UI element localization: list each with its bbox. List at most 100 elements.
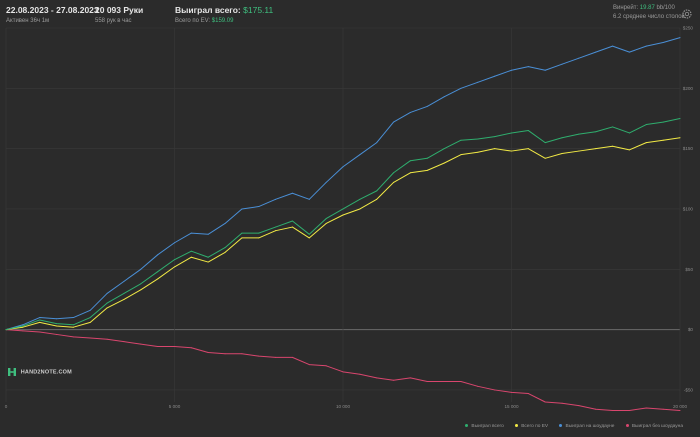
- x-tick-label: 5 000: [169, 404, 181, 409]
- series-non-showdown-point: [325, 365, 327, 367]
- series-won-total-point: [106, 302, 108, 304]
- series-showdown-point: [275, 198, 277, 200]
- series-won-total-point: [544, 142, 546, 144]
- series-non-showdown-point: [308, 364, 310, 366]
- series-ev-total-point: [174, 266, 175, 268]
- series-non-showdown-point: [342, 371, 344, 373]
- series-won-total-point: [241, 232, 243, 234]
- series-showdown-point: [174, 242, 175, 244]
- series-ev-total-point: [409, 172, 411, 174]
- series-ev-total-point: [106, 307, 108, 309]
- series-ev-total-point: [561, 152, 563, 154]
- series-showdown-point: [443, 96, 445, 98]
- series-showdown-point: [679, 37, 681, 39]
- y-axis-labels: $250 $200 $150 $100 $50 $0 -$50: [683, 26, 694, 393]
- won-block: Выиграл всего: $175.11 Всего по EV: $159…: [175, 5, 273, 24]
- legend-label-nonshowdown: Выиграл без шоудауна: [631, 424, 683, 429]
- series-won-total-point: [89, 317, 91, 319]
- series-non-showdown-point: [140, 343, 142, 345]
- legend-dot-showdown: [559, 424, 563, 428]
- series-showdown-point: [325, 181, 327, 183]
- series-non-showdown-point: [291, 356, 293, 358]
- hands-per-hour: 558 рук в час: [95, 18, 132, 24]
- series-won-total-point: [628, 132, 630, 134]
- series-showdown-point: [22, 324, 24, 326]
- y-tick-label: $100: [683, 206, 694, 211]
- series-won-total-point: [325, 218, 327, 220]
- series-won-total-point: [376, 190, 378, 192]
- series-non-showdown-point: [72, 336, 74, 338]
- y-tick-label: $200: [683, 86, 694, 91]
- series-non-showdown-point: [123, 341, 125, 343]
- series-ev-total-point: [190, 256, 192, 258]
- series-ev-total-point: [291, 226, 293, 228]
- stats-header: 22.08.2023 - 27.08.2023 Активен 36ч 1м 2…: [0, 0, 700, 30]
- series-won-total-point: [56, 323, 58, 325]
- series-showdown-point: [645, 45, 647, 47]
- series-non-showdown-point: [174, 346, 175, 347]
- series-non-showdown-point: [595, 408, 597, 410]
- series-won-total-point: [207, 256, 209, 258]
- won-total: Выиграл всего: $175.11: [175, 5, 273, 15]
- legend-item-ev[interactable]: Всего по EV: [515, 424, 548, 429]
- series-won-total-point: [308, 233, 310, 235]
- hands-block: 20 093 Руки 558 рук в час: [95, 5, 143, 24]
- series-non-showdown-point: [207, 352, 209, 354]
- winrate-block: Винрейт: 19.87 bb/100 6.2 среднее число …: [613, 5, 685, 20]
- series-showdown-point: [662, 41, 664, 43]
- series-non-showdown-point: [39, 331, 41, 333]
- series-won-total-point: [258, 232, 260, 234]
- series-won-total-point: [409, 160, 411, 162]
- legend-item-showdown[interactable]: Выиграл на шоудауне: [559, 424, 614, 429]
- ev-total: Всего по EV: $159.09: [175, 18, 273, 24]
- series-showdown-point: [595, 51, 597, 53]
- series-ev-total-point: [157, 278, 159, 280]
- series-won-total-point: [595, 131, 597, 133]
- series-won-total-point: [460, 139, 462, 141]
- series-won-total-point: [174, 259, 175, 261]
- series-showdown-point: [342, 166, 344, 168]
- series-non-showdown-point: [393, 379, 395, 381]
- series-ev-total-point: [39, 321, 41, 323]
- legend-item-won[interactable]: Выиграл всего: [465, 424, 504, 429]
- series-ev-total-point: [544, 157, 546, 159]
- graph-area: $250 $200 $150 $100 $50 $0 -$50 0 5 000 10 000 15…: [0, 22, 700, 437]
- won-value: $175.11: [243, 5, 274, 15]
- winrate: Винрейт: 19.87 bb/100: [613, 5, 685, 11]
- series-ev-total-point: [477, 151, 479, 153]
- ev-value: $159.09: [211, 18, 234, 24]
- legend-label-showdown: Выиграл на шоудауне: [565, 424, 615, 429]
- series-non-showdown-point: [376, 377, 378, 379]
- series-won-total-point: [291, 220, 293, 222]
- series-showdown-point: [578, 57, 580, 59]
- chart-series: [5, 37, 681, 411]
- series-won-total-point: [393, 172, 395, 174]
- series-showdown-point: [308, 198, 310, 200]
- series-showdown-point: [106, 292, 108, 294]
- series-showdown-point: [291, 192, 293, 194]
- series-ev-total-point: [662, 139, 664, 141]
- series-won-total-point: [578, 133, 580, 135]
- series-won-total-point: [5, 329, 7, 331]
- series-non-showdown-point: [89, 337, 91, 339]
- series-non-showdown-point: [511, 391, 512, 393]
- series-won-total-point: [511, 132, 512, 134]
- series-ev-total-point: [426, 169, 428, 171]
- series-non-showdown-point: [224, 353, 226, 355]
- series-showdown-point: [527, 66, 529, 68]
- series-ev-total-point: [612, 145, 614, 147]
- series-won-total-point: [561, 137, 563, 139]
- x-tick-label: 0: [5, 404, 8, 409]
- series-non-showdown-point: [443, 380, 445, 382]
- series-showdown-point: [123, 280, 125, 282]
- series-won-total-point: [190, 250, 192, 252]
- profit-chart: $250 $200 $150 $100 $50 $0 -$50 0 5 000 10 000 15…: [5, 26, 694, 411]
- series-won-total-point: [494, 136, 496, 138]
- legend-item-nonshowdown[interactable]: Выиграл без шоудауна: [625, 424, 683, 429]
- series-showdown-point: [56, 318, 58, 320]
- series-ev-total-point: [56, 325, 58, 327]
- series-showdown-point: [72, 317, 74, 319]
- gear-icon[interactable]: [682, 9, 692, 19]
- x-tick-label: 10 000: [336, 404, 350, 409]
- series-showdown-point: [628, 51, 630, 53]
